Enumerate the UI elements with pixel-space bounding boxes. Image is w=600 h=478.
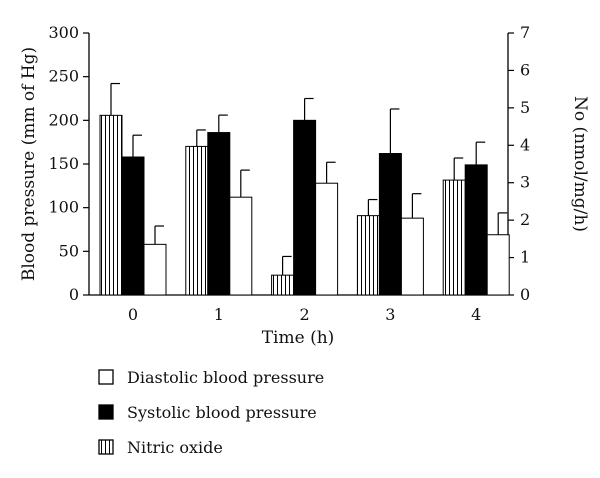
- legend-label: Nitric oxide: [127, 438, 223, 457]
- bar-vertical-stripes: [356, 215, 380, 296]
- bar-vertical-stripes: [271, 274, 295, 296]
- bar-solid-black: [207, 132, 231, 296]
- y-right-tick-label: 0: [520, 285, 530, 304]
- x-tick-label: 4: [471, 305, 481, 324]
- y-right-tick-label: 5: [520, 98, 530, 117]
- y-right-tick-label: 7: [520, 23, 530, 42]
- bar-solid-black: [121, 156, 145, 296]
- y-right-tick-label: 4: [520, 135, 530, 154]
- bar-solid-black: [293, 119, 317, 296]
- x-tick-label: 2: [300, 305, 310, 324]
- bar-white: [400, 217, 424, 296]
- legend: Diastolic blood pressure Systolic blood p…: [98, 368, 324, 457]
- legend-swatch-white: [98, 369, 114, 385]
- y-left-tick-label: 300: [48, 23, 79, 42]
- legend-label: Diastolic blood pressure: [127, 368, 324, 387]
- y-left-tick-label: 150: [48, 154, 79, 173]
- y-left-tick-label: 250: [48, 67, 79, 86]
- y-left-tick-label: 100: [48, 198, 79, 217]
- bar-white: [486, 234, 510, 296]
- bar-vertical-stripes: [442, 179, 466, 296]
- bar-white: [229, 196, 253, 296]
- x-tick-label: 3: [385, 305, 395, 324]
- bar-solid-black: [378, 153, 402, 296]
- y-right-tick-label: 3: [520, 173, 530, 192]
- y-left-tick-label: 200: [48, 110, 79, 129]
- legend-swatch-vertical-stripes: [98, 439, 114, 455]
- y-right-tick-label: 2: [520, 210, 530, 229]
- legend-label: Systolic blood pressure: [127, 403, 317, 422]
- x-tick-label: 0: [128, 305, 138, 324]
- bar-vertical-stripes: [185, 145, 209, 296]
- y-left-tick-label: 0: [69, 285, 79, 304]
- y-left-tick-label: 50: [59, 241, 79, 260]
- bar-white: [143, 243, 167, 296]
- legend-swatch-solid-black: [98, 404, 114, 420]
- y-right-tick-label: 1: [520, 248, 530, 267]
- x-tick-label: 1: [214, 305, 224, 324]
- y-axis-left-title: Blood pressure (mm of Hg): [19, 47, 39, 281]
- y-right-tick-label: 6: [520, 60, 530, 79]
- bar-vertical-stripes: [99, 114, 123, 296]
- x-axis-title: Time (h): [262, 328, 335, 348]
- bar-solid-black: [464, 164, 488, 296]
- y-axis-right-title: No (nmol/mg/h): [570, 96, 590, 232]
- plot-area: 0 50 100 150 200 250 300 0 1 2 3 4 5 6 7 0 1 2 3 4: [48, 23, 530, 324]
- bar-white: [315, 182, 339, 296]
